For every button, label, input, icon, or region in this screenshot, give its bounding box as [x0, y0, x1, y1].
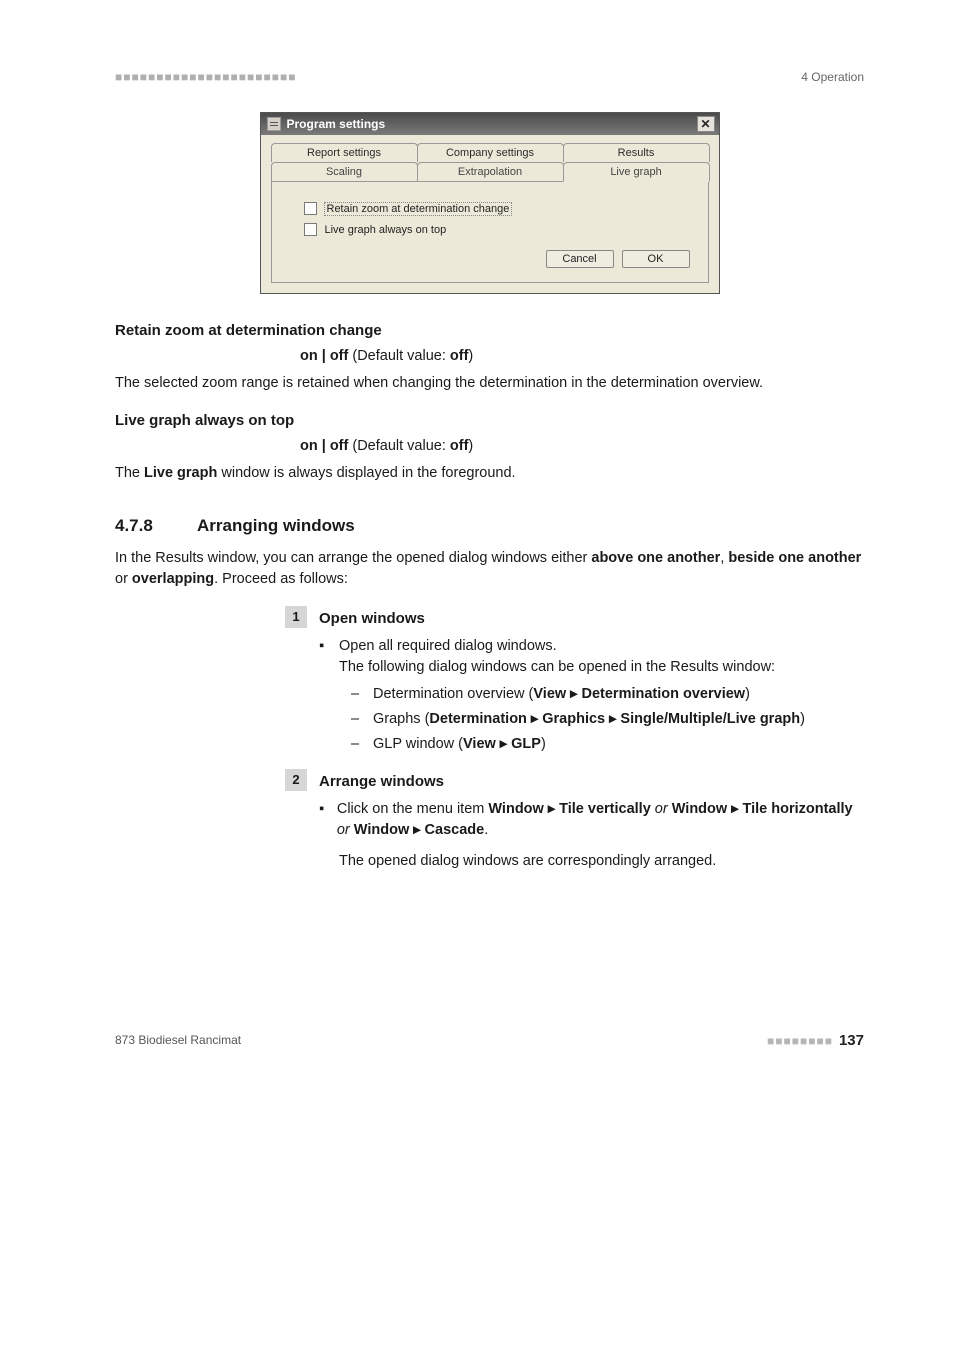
section-intro: In the Results window, you can arrange t… [115, 548, 864, 590]
step2-result: The opened dialog windows are correspond… [319, 851, 864, 872]
checkbox-retain-zoom-label: Retain zoom at determination change [325, 203, 512, 215]
tab-panel-live-graph: Retain zoom at determination change Live… [271, 181, 709, 283]
param-heading-retain-zoom: Retain zoom at determination change [115, 320, 864, 342]
close-icon[interactable]: ✕ [697, 116, 715, 132]
cancel-button[interactable]: Cancel [546, 250, 614, 268]
step1-sub2: –Graphs (Determination ▸ Graphics ▸ Sing… [351, 709, 864, 730]
param-options-2: on | off (Default value: off) [300, 436, 864, 457]
tab-extrapolation[interactable]: Extrapolation [417, 162, 564, 181]
step1-bullet: ▪ Open all required dialog windows. The … [319, 636, 864, 678]
checkbox-retain-zoom[interactable] [304, 202, 317, 215]
footer-product: 873 Biodiesel Rancimat [115, 1033, 241, 1047]
ok-button[interactable]: OK [622, 250, 690, 268]
param-desc-1: The selected zoom range is retained when… [115, 373, 864, 394]
section-title: Arranging windows [197, 514, 355, 539]
checkbox-always-on-top[interactable] [304, 223, 317, 236]
step2-bullet: ▪ Click on the menu item Window ▸ Tile v… [319, 799, 864, 841]
tab-results[interactable]: Results [563, 143, 710, 162]
tab-live-graph[interactable]: Live graph [563, 162, 710, 182]
section-number: 4.7.8 [115, 514, 175, 539]
step-title-1: Open windows [319, 608, 425, 630]
step-title-2: Arrange windows [319, 771, 444, 793]
step1-sub3: –GLP window (View ▸ GLP) [351, 734, 864, 755]
header-dots: ■■■■■■■■■■■■■■■■■■■■■■ [115, 70, 296, 84]
dialog-icon [267, 117, 281, 131]
param-desc-2: The Live graph window is always displaye… [115, 463, 864, 484]
step1-sub1: –Determination overview (View ▸ Determin… [351, 684, 864, 705]
tab-company-settings[interactable]: Company settings [417, 143, 564, 162]
program-settings-dialog: Program settings ✕ Report settings Compa… [260, 112, 720, 294]
dialog-title: Program settings [287, 117, 386, 131]
param-heading-on-top: Live graph always on top [115, 410, 864, 432]
tab-scaling[interactable]: Scaling [271, 162, 418, 181]
header-right: 4 Operation [801, 70, 864, 84]
footer-page: ■■■■■■■■137 [767, 1032, 864, 1049]
step-number-2: 2 [285, 769, 307, 791]
step-number-1: 1 [285, 606, 307, 628]
param-options-1: on | off (Default value: off) [300, 346, 864, 367]
tab-report-settings[interactable]: Report settings [271, 143, 418, 162]
checkbox-always-on-top-label: Live graph always on top [325, 224, 447, 236]
